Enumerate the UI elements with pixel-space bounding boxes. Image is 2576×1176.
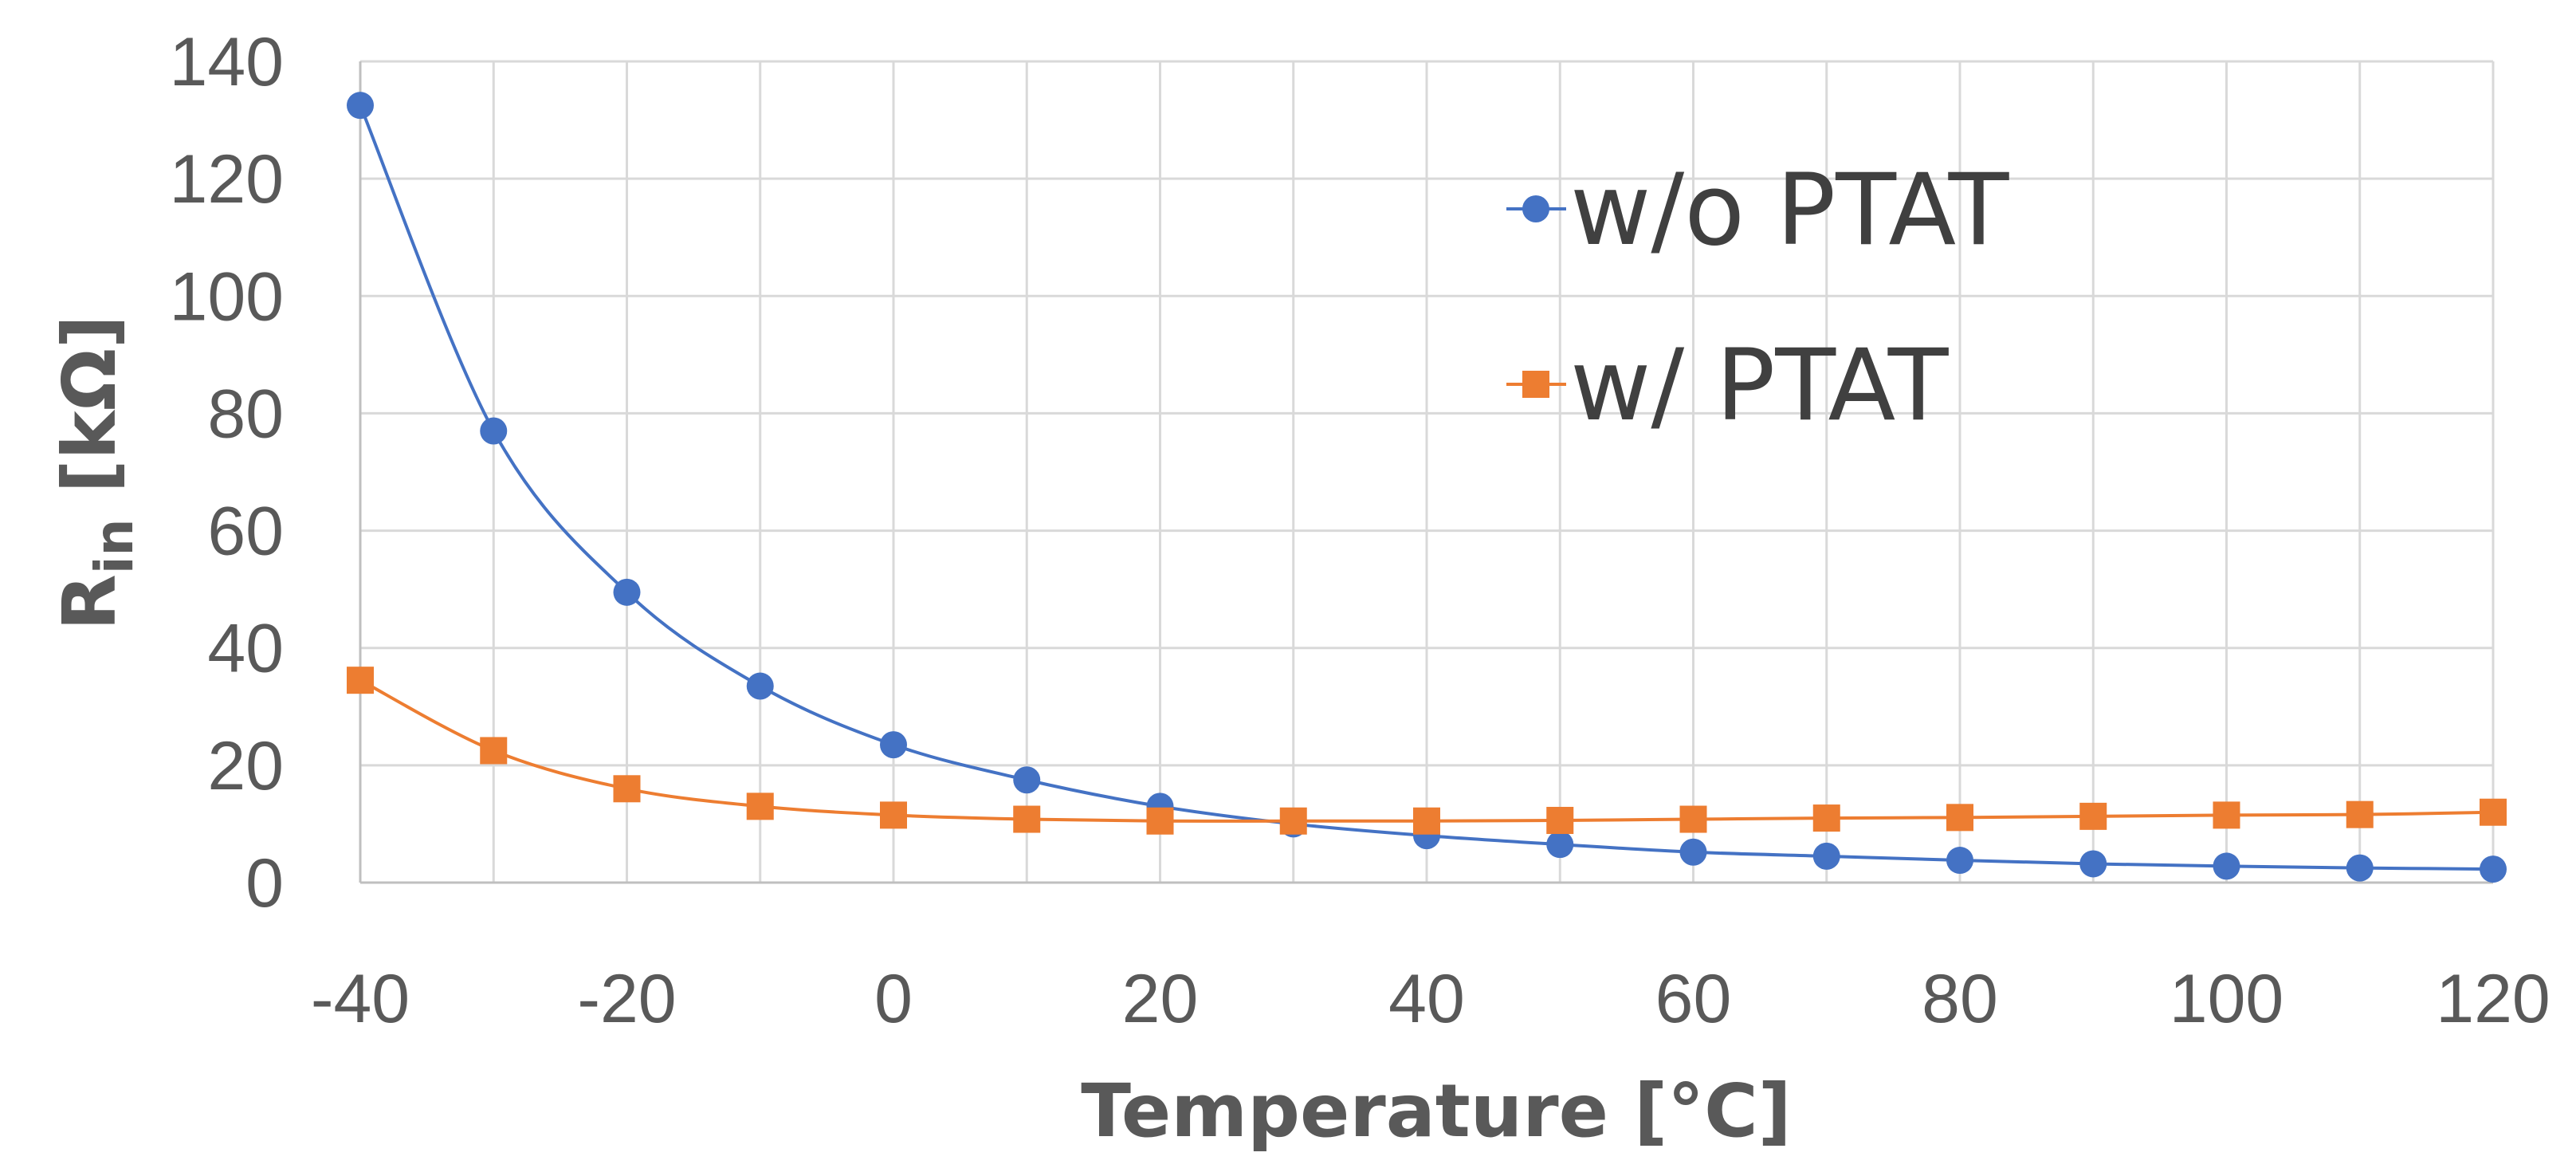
y-axis-title-unit: [kΩ] <box>47 315 132 519</box>
data-point <box>746 672 774 700</box>
y-tick-label: 40 <box>207 611 284 687</box>
x-tick-label: 20 <box>1122 961 1199 1037</box>
data-point <box>1946 847 1973 875</box>
data-point <box>613 775 641 803</box>
y-tick-label: 20 <box>207 728 284 804</box>
data-point <box>1812 804 1840 832</box>
data-point <box>347 667 374 694</box>
data-point <box>1413 807 1440 835</box>
data-point <box>1279 807 1307 835</box>
legend-marker <box>1522 195 1549 222</box>
legend-label: w/o PTAT <box>1570 153 2010 268</box>
x-axis-title: Temperature [°C] <box>1081 1068 1791 1154</box>
x-tick-label: 60 <box>1655 961 1732 1037</box>
legend: w/o PTAT w/ PTAT <box>1506 153 2010 443</box>
data-point <box>1546 807 1574 835</box>
x-tick-label: 0 <box>874 961 913 1037</box>
legend-entry: w/o PTAT <box>1506 153 2010 268</box>
data-point <box>1546 831 1574 859</box>
data-point <box>1946 804 1973 832</box>
data-point <box>880 801 907 829</box>
data-point <box>2079 802 2107 830</box>
data-point <box>2346 854 2374 882</box>
plot-series <box>347 92 2507 883</box>
axes <box>359 61 2493 884</box>
x-tick-label: 40 <box>1388 961 1465 1037</box>
tick-labels: 0 20 40 60 80 100 120 140 -40 -20 0 20 40 60 80 100 120 <box>170 24 2550 1037</box>
data-point <box>1013 766 1041 794</box>
data-point <box>2079 850 2107 878</box>
data-point <box>2346 800 2374 828</box>
data-point <box>347 92 374 120</box>
data-point <box>1013 805 1041 833</box>
data-point <box>613 578 641 606</box>
y-axis-title-subscript: in <box>84 519 145 575</box>
x-tick-label: -40 <box>311 961 410 1037</box>
x-tick-label: 80 <box>1922 961 1998 1037</box>
data-point <box>480 737 508 765</box>
y-tick-label: 0 <box>245 845 284 922</box>
x-tick-label: -20 <box>577 961 676 1037</box>
y-axis-title-main: R <box>47 574 132 631</box>
y-tick-label: 60 <box>207 494 284 570</box>
series-w-ptat <box>347 667 2507 835</box>
y-tick-label: 120 <box>170 141 285 218</box>
grid <box>360 60 2495 883</box>
data-point <box>1146 807 1174 835</box>
y-tick-label: 100 <box>170 258 285 335</box>
data-point <box>746 793 774 820</box>
x-tick-label: 120 <box>2436 961 2550 1037</box>
y-axis-title: Rin [kΩ] <box>47 315 145 631</box>
data-point <box>1812 842 1840 870</box>
data-point <box>2480 855 2507 883</box>
data-point <box>880 731 907 759</box>
y-tick-label: 80 <box>207 376 284 452</box>
x-tick-label: 100 <box>2170 961 2284 1037</box>
y-tick-label: 140 <box>170 24 285 100</box>
data-point <box>2213 852 2240 880</box>
legend-marker <box>1522 371 1549 398</box>
data-point <box>2213 801 2240 829</box>
data-point <box>480 417 508 445</box>
data-point <box>1679 838 1707 866</box>
legend-entry: w/ PTAT <box>1506 328 1950 443</box>
data-point <box>1679 805 1707 833</box>
legend-label: w/ PTAT <box>1570 328 1950 443</box>
data-point <box>2480 798 2507 826</box>
